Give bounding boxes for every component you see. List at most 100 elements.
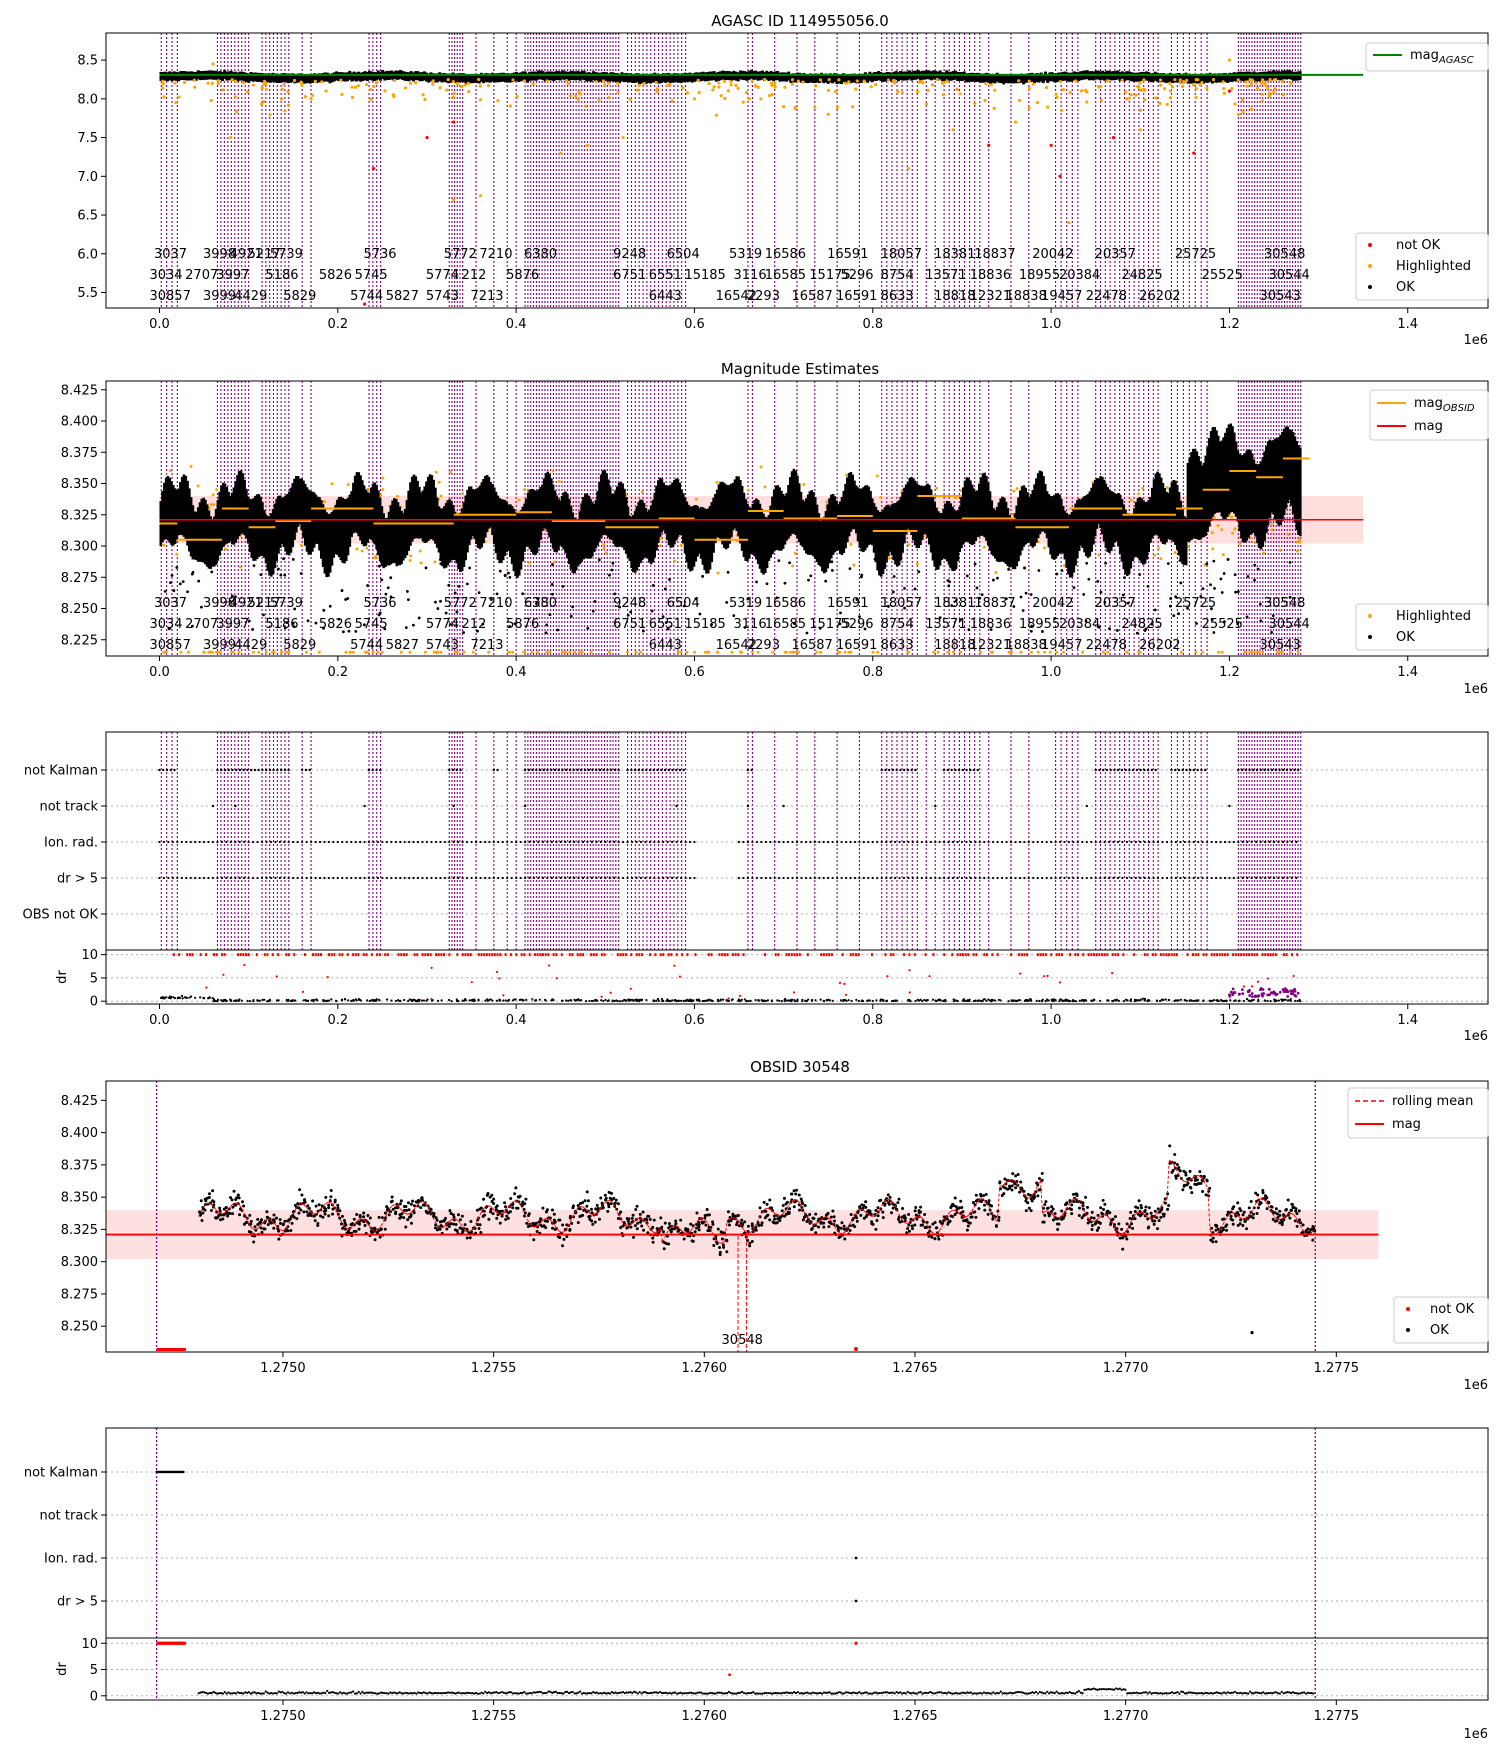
mag-ok-band-348 <box>780 490 783 551</box>
flag-notkalman-80 <box>746 768 750 772</box>
flag-notkalman-10 <box>234 768 238 772</box>
dr-red-11 <box>237 953 240 957</box>
flag-ionrad-164 <box>523 840 527 844</box>
flag-notkalman-89 <box>906 768 910 772</box>
dr-ok-138 <box>1038 999 1041 1003</box>
flag-label-2: Ion. rad. <box>44 836 98 851</box>
flag-dr5-329 <box>929 876 932 880</box>
dr-red-176 <box>1042 953 1045 957</box>
dr-ok-627 <box>1298 998 1301 1002</box>
flag-ionrad-440 <box>1179 840 1182 844</box>
agasc-highlight-76 <box>438 86 442 90</box>
agasc-band-35 <box>236 72 240 82</box>
mag-ok-band-600 <box>1229 423 1233 513</box>
mag-highlight-101 <box>355 547 359 551</box>
flag-notkalman-62 <box>613 768 617 772</box>
agasc-highlight-247 <box>1054 92 1058 96</box>
dr-red-236 <box>1269 953 1272 957</box>
mag-ok-band-288 <box>673 480 676 545</box>
mag-ok-scatter-201 <box>380 578 384 582</box>
flag-ionrad-336 <box>947 840 950 844</box>
obsid-label-53: 6443 <box>649 289 682 304</box>
flag-dr5-175 <box>546 876 549 880</box>
flag-notkalman-118 <box>1154 768 1157 772</box>
agasc-band-6 <box>172 71 176 81</box>
dr-red-78 <box>523 953 526 957</box>
mag-highlight-low-46 <box>251 650 255 654</box>
mag-ok-band-517 <box>1081 497 1085 549</box>
agasc-highlight-269 <box>813 105 817 109</box>
mag-highlight-131 <box>907 543 911 547</box>
mag-ok-scatter-71 <box>1271 614 1275 618</box>
panel-mag-legend: Highlighted OK <box>1355 603 1489 651</box>
mag-ok-band-177 <box>475 488 478 545</box>
dr-ok-146 <box>564 999 568 1002</box>
mag-ok-band-278 <box>655 485 658 551</box>
panel-mag-ytick-label-5: 8.350 <box>61 477 98 492</box>
mag-ok-scatter-149 <box>1023 566 1026 570</box>
agasc-highlight-261 <box>984 82 988 86</box>
obsid-ok-20-2 <box>242 1204 246 1208</box>
flag-ionrad-138 <box>466 840 469 844</box>
agasc-highlight-113 <box>607 96 611 100</box>
flag-ionrad-450 <box>1201 840 1204 844</box>
mag-highlight-193 <box>433 560 437 564</box>
dr-notok-3 <box>1250 985 1254 988</box>
agasc-band-245 <box>697 72 701 82</box>
mag-ok-band-338 <box>762 513 765 575</box>
agasc-band-461 <box>1171 73 1175 83</box>
dr-ok-522 <box>652 999 655 1002</box>
mag-highlight-low-138 <box>706 650 710 654</box>
agasc-highlight-242 <box>324 89 328 93</box>
dr-ok-556 <box>506 999 510 1003</box>
mag-ok-band-386 <box>847 473 851 537</box>
mag-ok-scatter-226 <box>434 600 437 604</box>
agasc-band-486 <box>1226 73 1230 83</box>
dr-ok-344 <box>511 999 515 1002</box>
obsid-label-54: 16542 <box>716 638 757 653</box>
dr-red-45 <box>397 953 400 957</box>
agasc-band-149 <box>486 73 490 83</box>
mag-ok-band-203 <box>521 506 525 562</box>
agasc-highlight-47 <box>1222 87 1226 91</box>
dr-red-198 <box>1133 953 1136 957</box>
agasc-highlight-0 <box>763 77 767 82</box>
dr-ok-596 <box>762 1000 766 1003</box>
dr-red-165 <box>983 953 986 957</box>
flag-ionrad-278 <box>818 840 821 844</box>
dr-red-2 <box>186 953 189 957</box>
flag-dr5-401 <box>1090 876 1093 880</box>
dr-ok-319 <box>934 999 937 1002</box>
dr-red-126 <box>742 953 745 957</box>
flag-notkalman-114 <box>1139 768 1142 772</box>
flag-notkalman-42 <box>538 768 542 772</box>
dr-red-203 <box>1159 953 1162 957</box>
mag-ok-band-273 <box>646 511 649 559</box>
mag-highlight-222 <box>418 549 422 553</box>
flag-ionrad-104 <box>390 840 393 844</box>
mag-ok-band-605 <box>1238 453 1241 532</box>
panel-mag-xtick-label-0: 0.0 <box>149 665 170 680</box>
mag-ok-band-181 <box>482 478 485 544</box>
obsid-label-38: 13571 <box>925 617 966 632</box>
obsid-label-19: 25725 <box>1175 247 1216 262</box>
agasc-highlight-177 <box>603 83 607 87</box>
flag-ionrad-32 <box>229 840 232 844</box>
flag-ionrad-190 <box>581 840 585 844</box>
agasc-highlight-119 <box>744 91 749 95</box>
mag-ok-band-418 <box>904 484 908 535</box>
flag-dr5-195 <box>590 876 594 880</box>
flag-notkalman-56 <box>591 768 594 772</box>
agasc-highlight-122 <box>1281 93 1286 97</box>
agasc-highlight-114 <box>714 113 719 117</box>
mag-ok-band-276 <box>651 499 655 563</box>
dr-ok-404 <box>477 998 480 1001</box>
flag-notkalman-129 <box>1237 768 1240 772</box>
flag-dr5-55 <box>278 876 281 880</box>
flag-notkalman-2 <box>165 768 169 772</box>
agasc-band-48 <box>264 73 268 83</box>
obsid-label-23: 3997 <box>216 268 249 283</box>
agasc-band-132 <box>449 73 453 83</box>
agasc-band-40 <box>247 73 251 83</box>
agasc-highlight-154 <box>545 79 549 83</box>
